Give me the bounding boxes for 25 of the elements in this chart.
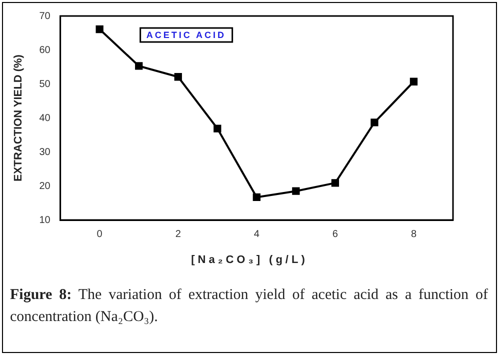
y-tick-label: 50 (39, 78, 51, 90)
x-tick-label: 8 (410, 228, 417, 240)
point (410, 78, 418, 86)
point (174, 73, 182, 81)
x-tick-label: 4 (254, 228, 260, 240)
y-tick-label: 70 (39, 10, 51, 22)
y-tick-label: 60 (39, 44, 51, 56)
x-tick-label: 6 (332, 228, 338, 240)
caption: Figure 8: The variation of extraction yield of acetic acid as a function of concentration (Na₂CO₃). (10, 286, 488, 327)
y-tick-label: 40 (39, 112, 51, 124)
y-tick-label: 20 (39, 180, 51, 192)
x-tick-label: 2 (175, 228, 182, 240)
point (96, 25, 104, 34)
x-axis-title: [Na₂CO₃] (g/L) (190, 254, 309, 266)
point (292, 187, 300, 195)
point (135, 62, 143, 70)
y-tick-label: 10 (39, 214, 51, 226)
point (331, 179, 340, 187)
y-axis-title: EXTRACTION YIELD (%) (12, 54, 25, 182)
x-tick-label: 0 (96, 228, 103, 240)
y-tick-label: 30 (39, 146, 51, 158)
text: ACETIC ACID (146, 30, 226, 40)
point (214, 124, 222, 132)
point (252, 193, 260, 202)
point (370, 118, 378, 126)
